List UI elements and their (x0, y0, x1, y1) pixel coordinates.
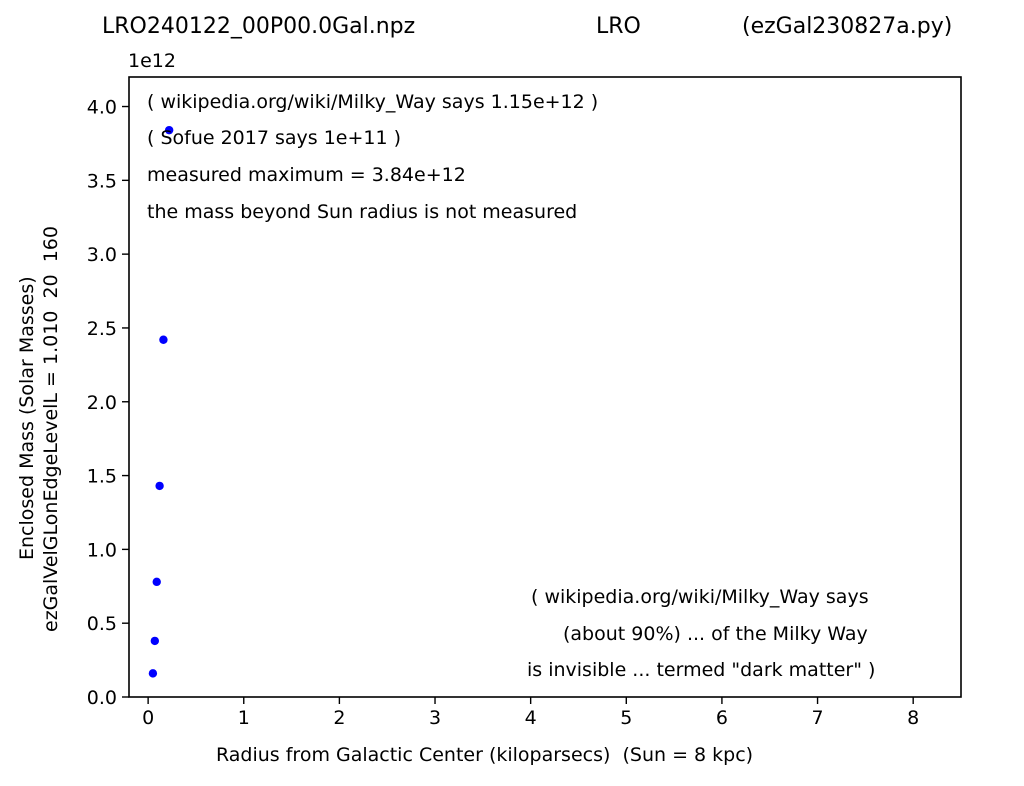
y-tick-label: 3.0 (87, 244, 117, 266)
x-tick-label: 8 (907, 707, 919, 729)
annotation-dark-matter-2: (about 90%) ... of the Milky Way (563, 623, 868, 645)
data-point (159, 335, 168, 344)
y-tick-label: 1.5 (87, 466, 117, 488)
y-tick-label: 2.5 (87, 318, 117, 340)
y-axis-label: Enclosed Mass (Solar Masses) (16, 276, 38, 560)
x-axis-label: Radius from Galactic Center (kiloparsecs… (216, 744, 754, 766)
plot-frame (128, 76, 962, 698)
x-tick-label: 1 (238, 707, 250, 729)
x-tick-label: 5 (620, 707, 632, 729)
y-tick-label: 2.0 (87, 392, 117, 414)
data-point (152, 577, 161, 587)
annotation-dark-matter-3: is invisible ... termed "dark matter" ) (527, 659, 876, 681)
y-axis-multiplier: 1e12 (128, 50, 176, 72)
x-tick-label: 2 (333, 707, 345, 729)
annotation-sofue: ( Sofue 2017 says 1e+11 ) (147, 127, 402, 149)
y-tick-label: 0.5 (87, 613, 117, 635)
title-middle: LRO (596, 14, 641, 39)
data-point (148, 669, 158, 678)
title-left: LRO240122_00P00.0Gal.npz (102, 14, 416, 39)
annotation-dark-matter-1: ( wikipedia.org/wiki/Milky_Way says (531, 586, 869, 608)
y-axis-label-secondary: ezGalVelGLonEdgeLevelL = 1.010 20 160 (40, 226, 62, 632)
annotation-measured-maximum: measured maximum = 3.84e+12 (147, 164, 466, 186)
annotation-wikipedia-mass: ( wikipedia.org/wiki/Milky_Way says 1.15… (147, 91, 599, 113)
x-tick-label: 4 (525, 707, 537, 729)
title-right: (ezGal230827a.py) (742, 14, 953, 39)
data-point (164, 125, 174, 135)
data-points (148, 125, 174, 678)
x-tick-label: 0 (142, 707, 154, 729)
data-point (150, 636, 160, 646)
y-tick-label: 1.0 (87, 539, 117, 561)
y-tick-label: 3.5 (87, 170, 117, 192)
annotation-beyond-sun: the mass beyond Sun radius is not measur… (147, 201, 578, 223)
y-tick-label: 0.0 (87, 687, 117, 709)
x-tick-label: 7 (812, 707, 824, 729)
y-tick-label: 4.0 (87, 97, 117, 119)
y-ticks: 0.0 0.5 1.0 1.5 2.0 2.5 3.0 3.5 4.0 (87, 97, 129, 709)
x-tick-label: 3 (429, 707, 441, 729)
x-tick-label: 6 (716, 707, 728, 729)
x-ticks: 0 1 2 3 4 5 6 7 8 (142, 697, 919, 729)
data-point (155, 481, 164, 491)
